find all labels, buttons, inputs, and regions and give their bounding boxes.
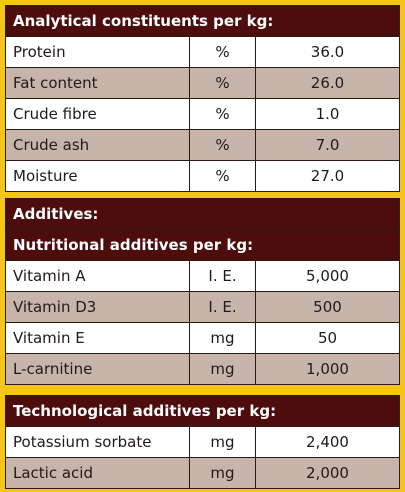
- table-row: Moisture % 27.0: [5, 160, 400, 192]
- row-value: 36.0: [255, 36, 400, 68]
- row-unit: %: [189, 67, 256, 99]
- table-row: Protein % 36.0: [5, 36, 400, 68]
- table-row: Vitamin E mg 50: [5, 322, 400, 354]
- row-unit: mg: [189, 353, 256, 385]
- row-unit: %: [189, 36, 256, 68]
- row-value: 2,000: [255, 457, 400, 489]
- row-unit: mg: [189, 457, 256, 489]
- technological-additives-table: Technological additives per kg: Potassiu…: [5, 395, 400, 489]
- row-unit: mg: [189, 322, 256, 354]
- row-name: Crude fibre: [5, 98, 190, 130]
- table-row: Fat content % 26.0: [5, 67, 400, 99]
- nutritional-header-row: Nutritional additives per kg:: [5, 229, 400, 261]
- row-name: Lactic acid: [5, 457, 190, 489]
- table-row: Crude ash % 7.0: [5, 129, 400, 161]
- row-value: 7.0: [255, 129, 400, 161]
- nutritional-additives-table: Additives: Nutritional additives per kg:…: [5, 198, 400, 385]
- table-row: Potassium sorbate mg 2,400: [5, 426, 400, 458]
- row-value: 5,000: [255, 260, 400, 292]
- row-unit: %: [189, 160, 256, 192]
- row-value: 500: [255, 291, 400, 323]
- row-name: Fat content: [5, 67, 190, 99]
- nutritional-title: Nutritional additives per kg:: [5, 229, 400, 261]
- table-row: Lactic acid mg 2,000: [5, 457, 400, 489]
- row-name: Vitamin E: [5, 322, 190, 354]
- row-unit: I. E.: [189, 291, 256, 323]
- analytical-title: Analytical constituents per kg:: [5, 5, 400, 37]
- row-name: L-carnitine: [5, 353, 190, 385]
- row-name: Crude ash: [5, 129, 190, 161]
- row-value: 50: [255, 322, 400, 354]
- table-row: L-carnitine mg 1,000: [5, 353, 400, 385]
- row-value: 27.0: [255, 160, 400, 192]
- technological-title: Technological additives per kg:: [5, 395, 400, 427]
- additives-title: Additives:: [5, 198, 400, 230]
- row-value: 26.0: [255, 67, 400, 99]
- row-value: 1,000: [255, 353, 400, 385]
- row-name: Moisture: [5, 160, 190, 192]
- row-unit: %: [189, 129, 256, 161]
- table-row: Vitamin A I. E. 5,000: [5, 260, 400, 292]
- row-name: Vitamin D3: [5, 291, 190, 323]
- table-row: Vitamin D3 I. E. 500: [5, 291, 400, 323]
- row-unit: mg: [189, 426, 256, 458]
- row-unit: I. E.: [189, 260, 256, 292]
- analytical-constituents-table: Analytical constituents per kg: Protein …: [5, 5, 400, 192]
- row-value: 1.0: [255, 98, 400, 130]
- additives-header-row: Additives:: [5, 198, 400, 230]
- table-row: Crude fibre % 1.0: [5, 98, 400, 130]
- technological-header-row: Technological additives per kg:: [5, 395, 400, 427]
- row-name: Vitamin A: [5, 260, 190, 292]
- row-value: 2,400: [255, 426, 400, 458]
- row-name: Potassium sorbate: [5, 426, 190, 458]
- analytical-header-row: Analytical constituents per kg:: [5, 5, 400, 37]
- row-name: Protein: [5, 36, 190, 68]
- row-unit: %: [189, 98, 256, 130]
